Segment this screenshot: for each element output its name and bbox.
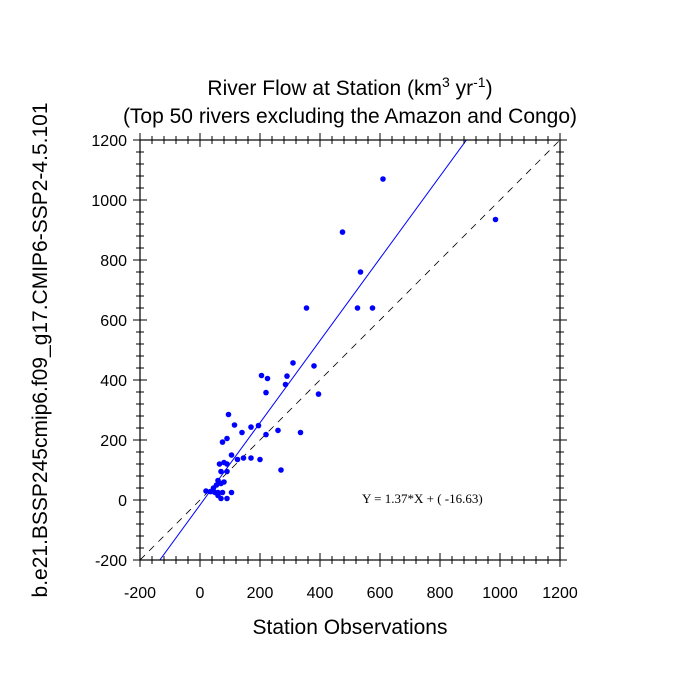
data-point-4 xyxy=(303,305,310,311)
x-tick-label: 400 xyxy=(307,585,334,602)
data-point-33 xyxy=(278,467,284,473)
chart-subtitle: (Top 50 rivers excluding the Amazon and … xyxy=(123,105,577,128)
data-point-19 xyxy=(248,424,254,430)
data-point-21 xyxy=(263,431,269,438)
y-tick-label: 0 xyxy=(118,493,127,510)
data-point-34 xyxy=(218,468,224,475)
y-tick-label: -200 xyxy=(95,553,127,570)
data-point-31 xyxy=(216,461,223,467)
data-point-8 xyxy=(311,363,317,369)
y-tick-label: 200 xyxy=(100,433,127,450)
data-point-49 xyxy=(210,485,217,491)
x-tick-label: 1000 xyxy=(482,585,518,602)
data-point-7 xyxy=(290,360,296,366)
data-point-48 xyxy=(224,495,230,502)
data-point-20 xyxy=(255,422,262,429)
data-point-26 xyxy=(234,456,241,463)
chart-title: River Flow at Station (km3 yr-1) xyxy=(207,74,492,100)
plot-area xyxy=(140,140,560,560)
y-tick-labels: -200 0 200 400 600 800 1000 1200 xyxy=(91,133,127,570)
x-tick-label: 600 xyxy=(367,585,394,602)
x-tick-label: -200 xyxy=(124,585,156,602)
data-point-32 xyxy=(224,461,230,467)
regression-equation: Y = 1.37*X + ( -16.63) xyxy=(362,491,483,506)
data-point-35 xyxy=(224,468,230,475)
y-tick-label: 1200 xyxy=(91,133,127,150)
data-point-17 xyxy=(231,422,238,428)
data-point-5 xyxy=(354,305,361,311)
x-axis-label: Station Observations xyxy=(253,616,448,639)
data-point-1 xyxy=(380,176,386,182)
data-point-40 xyxy=(203,488,209,494)
data-point-15 xyxy=(225,411,232,418)
data-point-13 xyxy=(263,389,269,396)
data-point-14 xyxy=(315,391,322,397)
data-point-45 xyxy=(228,489,235,496)
data-point-44 xyxy=(219,489,226,496)
y-axis-label: b.e21.BSSP245cmip6.f09_g17.CMIP6-SSP2-4.… xyxy=(29,103,52,598)
x-tick-label: 0 xyxy=(196,585,205,602)
data-point-3 xyxy=(357,269,364,275)
data-point-16 xyxy=(219,439,226,445)
data-point-27 xyxy=(240,455,247,461)
data-point-11 xyxy=(264,375,271,382)
axis-ticks xyxy=(133,133,567,567)
y-tick-label: 600 xyxy=(100,313,127,330)
x-tick-label: 200 xyxy=(247,585,274,602)
data-point-23 xyxy=(297,429,304,436)
x-tick-label: 800 xyxy=(427,585,454,602)
identity-line xyxy=(140,140,560,560)
data-point-29 xyxy=(257,456,263,463)
data-point-10 xyxy=(284,373,290,379)
data-point-28 xyxy=(248,455,254,461)
data-point-22 xyxy=(275,427,281,434)
data-point-12 xyxy=(282,381,289,388)
data-point-47 xyxy=(218,495,224,502)
data-point-2 xyxy=(339,229,346,235)
data-point-38 xyxy=(221,479,227,485)
data-point-18 xyxy=(239,429,245,436)
data-point-6 xyxy=(369,305,376,311)
data-point-0 xyxy=(492,216,499,223)
data-points xyxy=(203,176,499,502)
y-tick-label: 800 xyxy=(100,253,127,270)
x-tick-labels: -200 0 200 400 600 800 1000 1200 xyxy=(124,585,578,602)
data-point-9 xyxy=(258,372,265,379)
data-point-25 xyxy=(228,452,235,458)
data-point-24 xyxy=(224,435,230,442)
y-tick-label: 1000 xyxy=(91,193,127,210)
y-tick-label: 400 xyxy=(100,373,127,390)
plot-frame xyxy=(139,139,561,561)
x-tick-label: 1200 xyxy=(542,585,578,602)
